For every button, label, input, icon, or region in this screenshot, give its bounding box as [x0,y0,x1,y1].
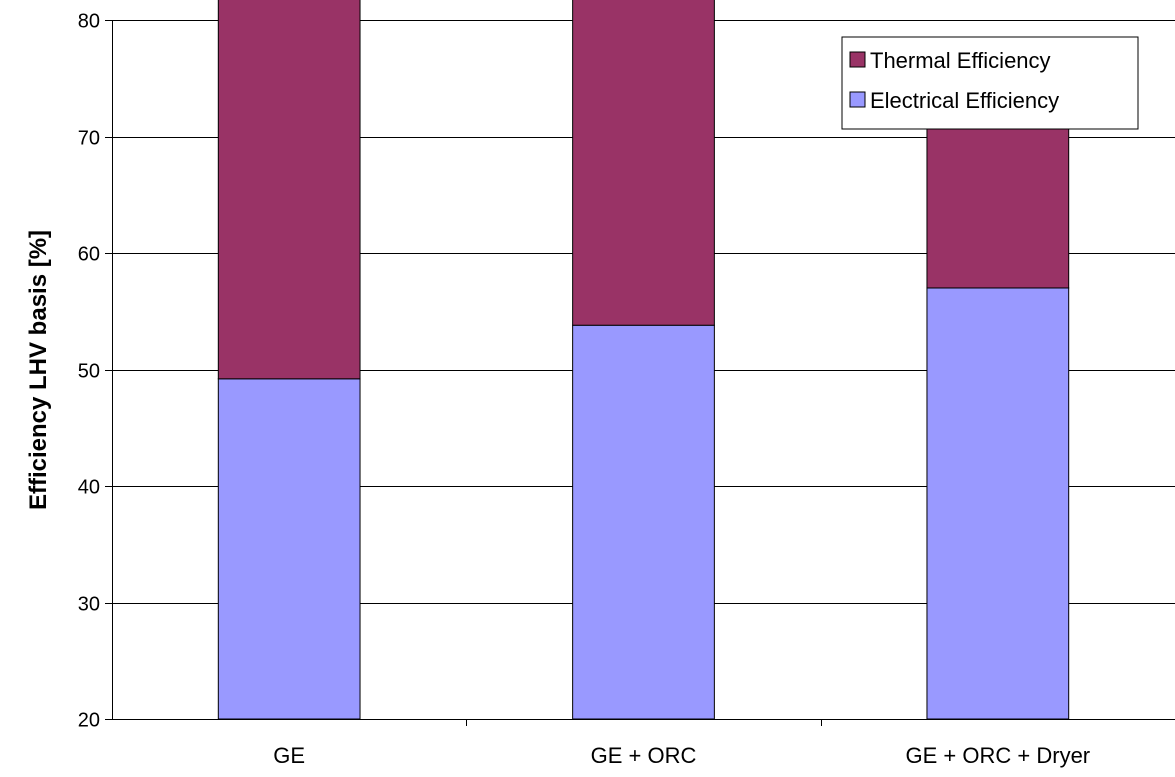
x-category-label: GE + ORC + Dryer [906,743,1091,768]
x-category-label: GE [273,743,305,768]
legend-label-electrical-efficiency: Electrical Efficiency [870,88,1059,113]
bar-thermal-efficiency-2 [572,0,715,326]
legend-swatch-thermal-efficiency [849,51,866,68]
y-tick-label: 30 [78,594,100,616]
x-category-label: GE + ORC [591,743,697,768]
y-tick-label: 50 [78,361,100,383]
legend-swatch-electrical-efficiency [849,91,866,108]
bar-thermal-efficiency-1 [217,0,361,380]
bars [217,0,1070,720]
bar-electrical-efficiency-3 [926,287,1070,720]
legend-label-thermal-efficiency: Thermal Efficiency [870,48,1051,73]
y-axis-title: Efficiency LHV basis [%] [25,230,52,510]
y-tick-label: 40 [78,477,100,499]
y-tick-label: 70 [78,128,100,150]
bar-electrical-efficiency-2 [572,324,715,720]
bar-electrical-efficiency-1 [217,378,361,720]
legend-box [841,36,1139,130]
axes: 20 30 40 50 60 70 80 GE GE + ORC GE + ORC + Dryer [78,11,1175,768]
y-tick-label: 20 [78,710,100,732]
legend: Thermal Efficiency Electrical Efficiency [841,36,1139,130]
y-tick-label: 60 [78,244,100,266]
y-tick-label: 80 [78,11,100,33]
